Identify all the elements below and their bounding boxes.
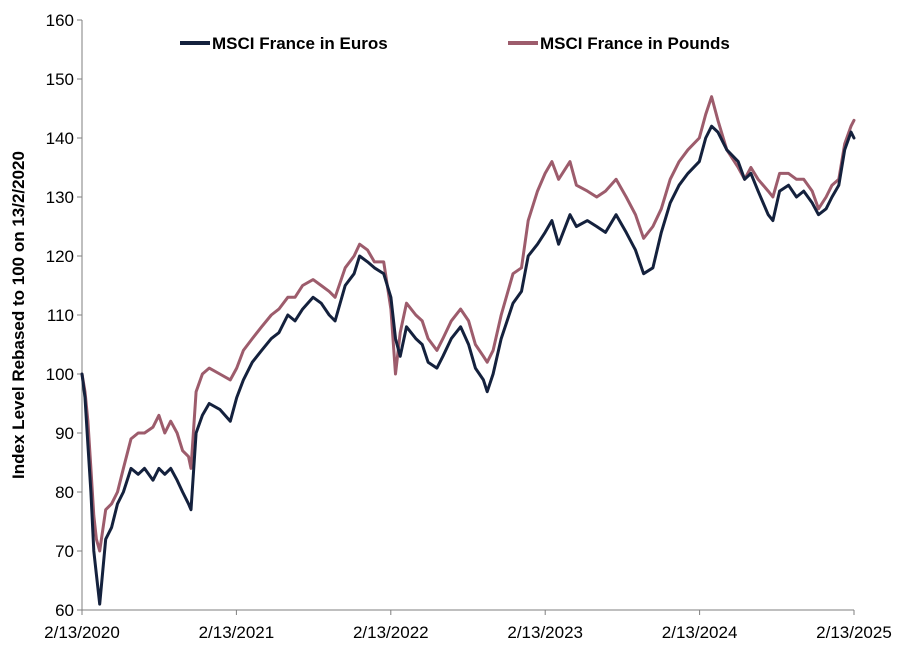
legend: MSCI France in Euros MSCI France in Poun… (180, 34, 730, 53)
series-lines (80, 95, 856, 606)
x-tick-label: 2/13/2021 (199, 623, 275, 642)
y-tick-label: 80 (55, 483, 74, 502)
x-tick-label: 2/13/2025 (816, 623, 892, 642)
y-tick-label: 110 (47, 306, 74, 325)
legend-label-pounds: MSCI France in Pounds (540, 34, 730, 53)
plot-frame (81, 20, 854, 611)
y-axis-title: Index Level Rebased to 100 on 13/2/2020 (9, 151, 28, 479)
x-tick-label: 2/13/2024 (662, 623, 738, 642)
y-tick-label: 100 (46, 365, 74, 384)
y-tick-label: 90 (55, 424, 74, 443)
series-line-euros (80, 124, 856, 606)
y-tick-label: 70 (55, 542, 74, 561)
legend-label-euros: MSCI France in Euros (212, 34, 388, 53)
x-tick-label: 2/13/2020 (44, 623, 120, 642)
y-tick-label: 120 (46, 247, 74, 266)
y-tick-label: 140 (46, 129, 74, 148)
y-tick-label: 150 (46, 70, 74, 89)
y-tick-label: 160 (46, 11, 74, 30)
y-tick-label: 130 (46, 188, 74, 207)
y-tick-label: 60 (55, 601, 74, 620)
x-tick-label: 2/13/2022 (353, 623, 429, 642)
x-axis-ticks: 2/13/2020 2/13/2021 2/13/2022 2/13/2023 2/13… (44, 610, 892, 642)
y-axis-ticks: 60 70 80 90 100 110 120 130 140 150 160 (46, 11, 82, 620)
x-tick-label: 2/13/2023 (507, 623, 583, 642)
